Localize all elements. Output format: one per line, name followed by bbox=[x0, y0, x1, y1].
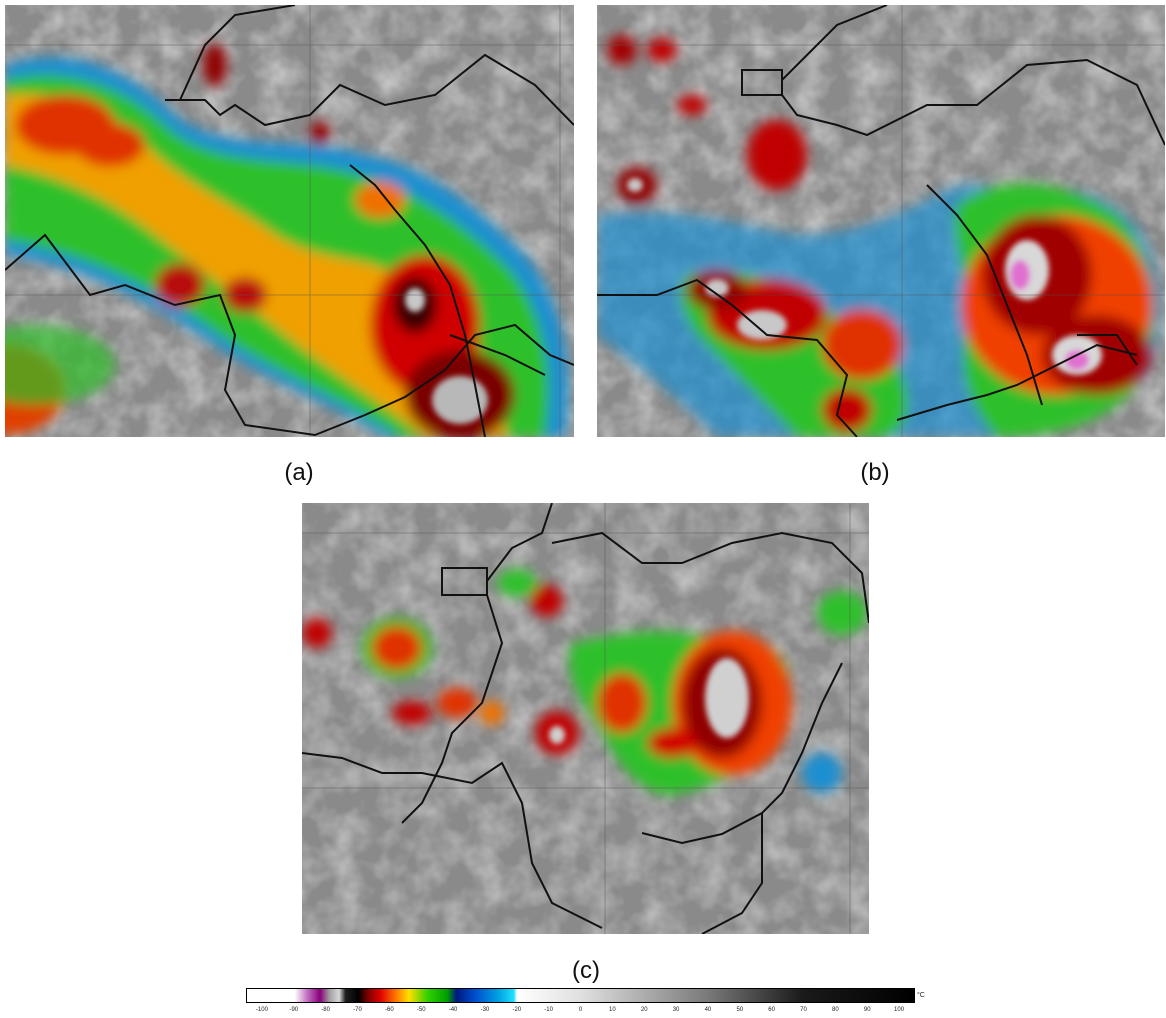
colorbar-tick: -30 bbox=[480, 1007, 490, 1013]
colorbar-tick: -40 bbox=[448, 1007, 458, 1013]
colorbar-tick: 60 bbox=[768, 1007, 775, 1013]
colorbar-tick: -80 bbox=[321, 1007, 330, 1013]
colorbar-tick: 10 bbox=[609, 1007, 616, 1013]
colorbar-tick-labels: -100 -90 -80 -70 -60 -50 -40 -30 -20 -10 0 10 20 30 40… bbox=[246, 1006, 915, 1016]
colorbar-tick: 0 bbox=[578, 1007, 583, 1013]
colorbar-tick: -50 bbox=[416, 1007, 426, 1013]
colorbar-unit: °C bbox=[917, 992, 925, 999]
colorbar-tick: -90 bbox=[289, 1007, 299, 1013]
colorbar-tick: 100 bbox=[894, 1007, 905, 1013]
colorbar-tick: 90 bbox=[863, 1007, 871, 1013]
satellite-image-a bbox=[5, 5, 574, 437]
colorbar-tick: -60 bbox=[385, 1007, 394, 1013]
colorbar-tick: 70 bbox=[800, 1007, 807, 1013]
colorbar-tick: 80 bbox=[832, 1007, 839, 1013]
panel-label-b: (b) bbox=[860, 459, 890, 486]
satellite-image-b bbox=[597, 5, 1165, 437]
satellite-image-c bbox=[302, 503, 869, 934]
colorbar-tick: 50 bbox=[736, 1007, 744, 1013]
colorbar-tick: 40 bbox=[704, 1007, 712, 1013]
temperature-colorbar bbox=[246, 988, 915, 1003]
colorbar-tick: -20 bbox=[512, 1007, 522, 1013]
colorbar-tick: -70 bbox=[353, 1007, 362, 1013]
colorbar-tick: -100 bbox=[255, 1007, 268, 1013]
panel-label-a: (a) bbox=[284, 459, 314, 486]
colorbar-tick: 20 bbox=[640, 1007, 648, 1013]
colorbar-tick: 30 bbox=[672, 1007, 680, 1013]
colorbar-tick: -10 bbox=[544, 1007, 553, 1013]
panel-label-c: (c) bbox=[572, 957, 600, 984]
